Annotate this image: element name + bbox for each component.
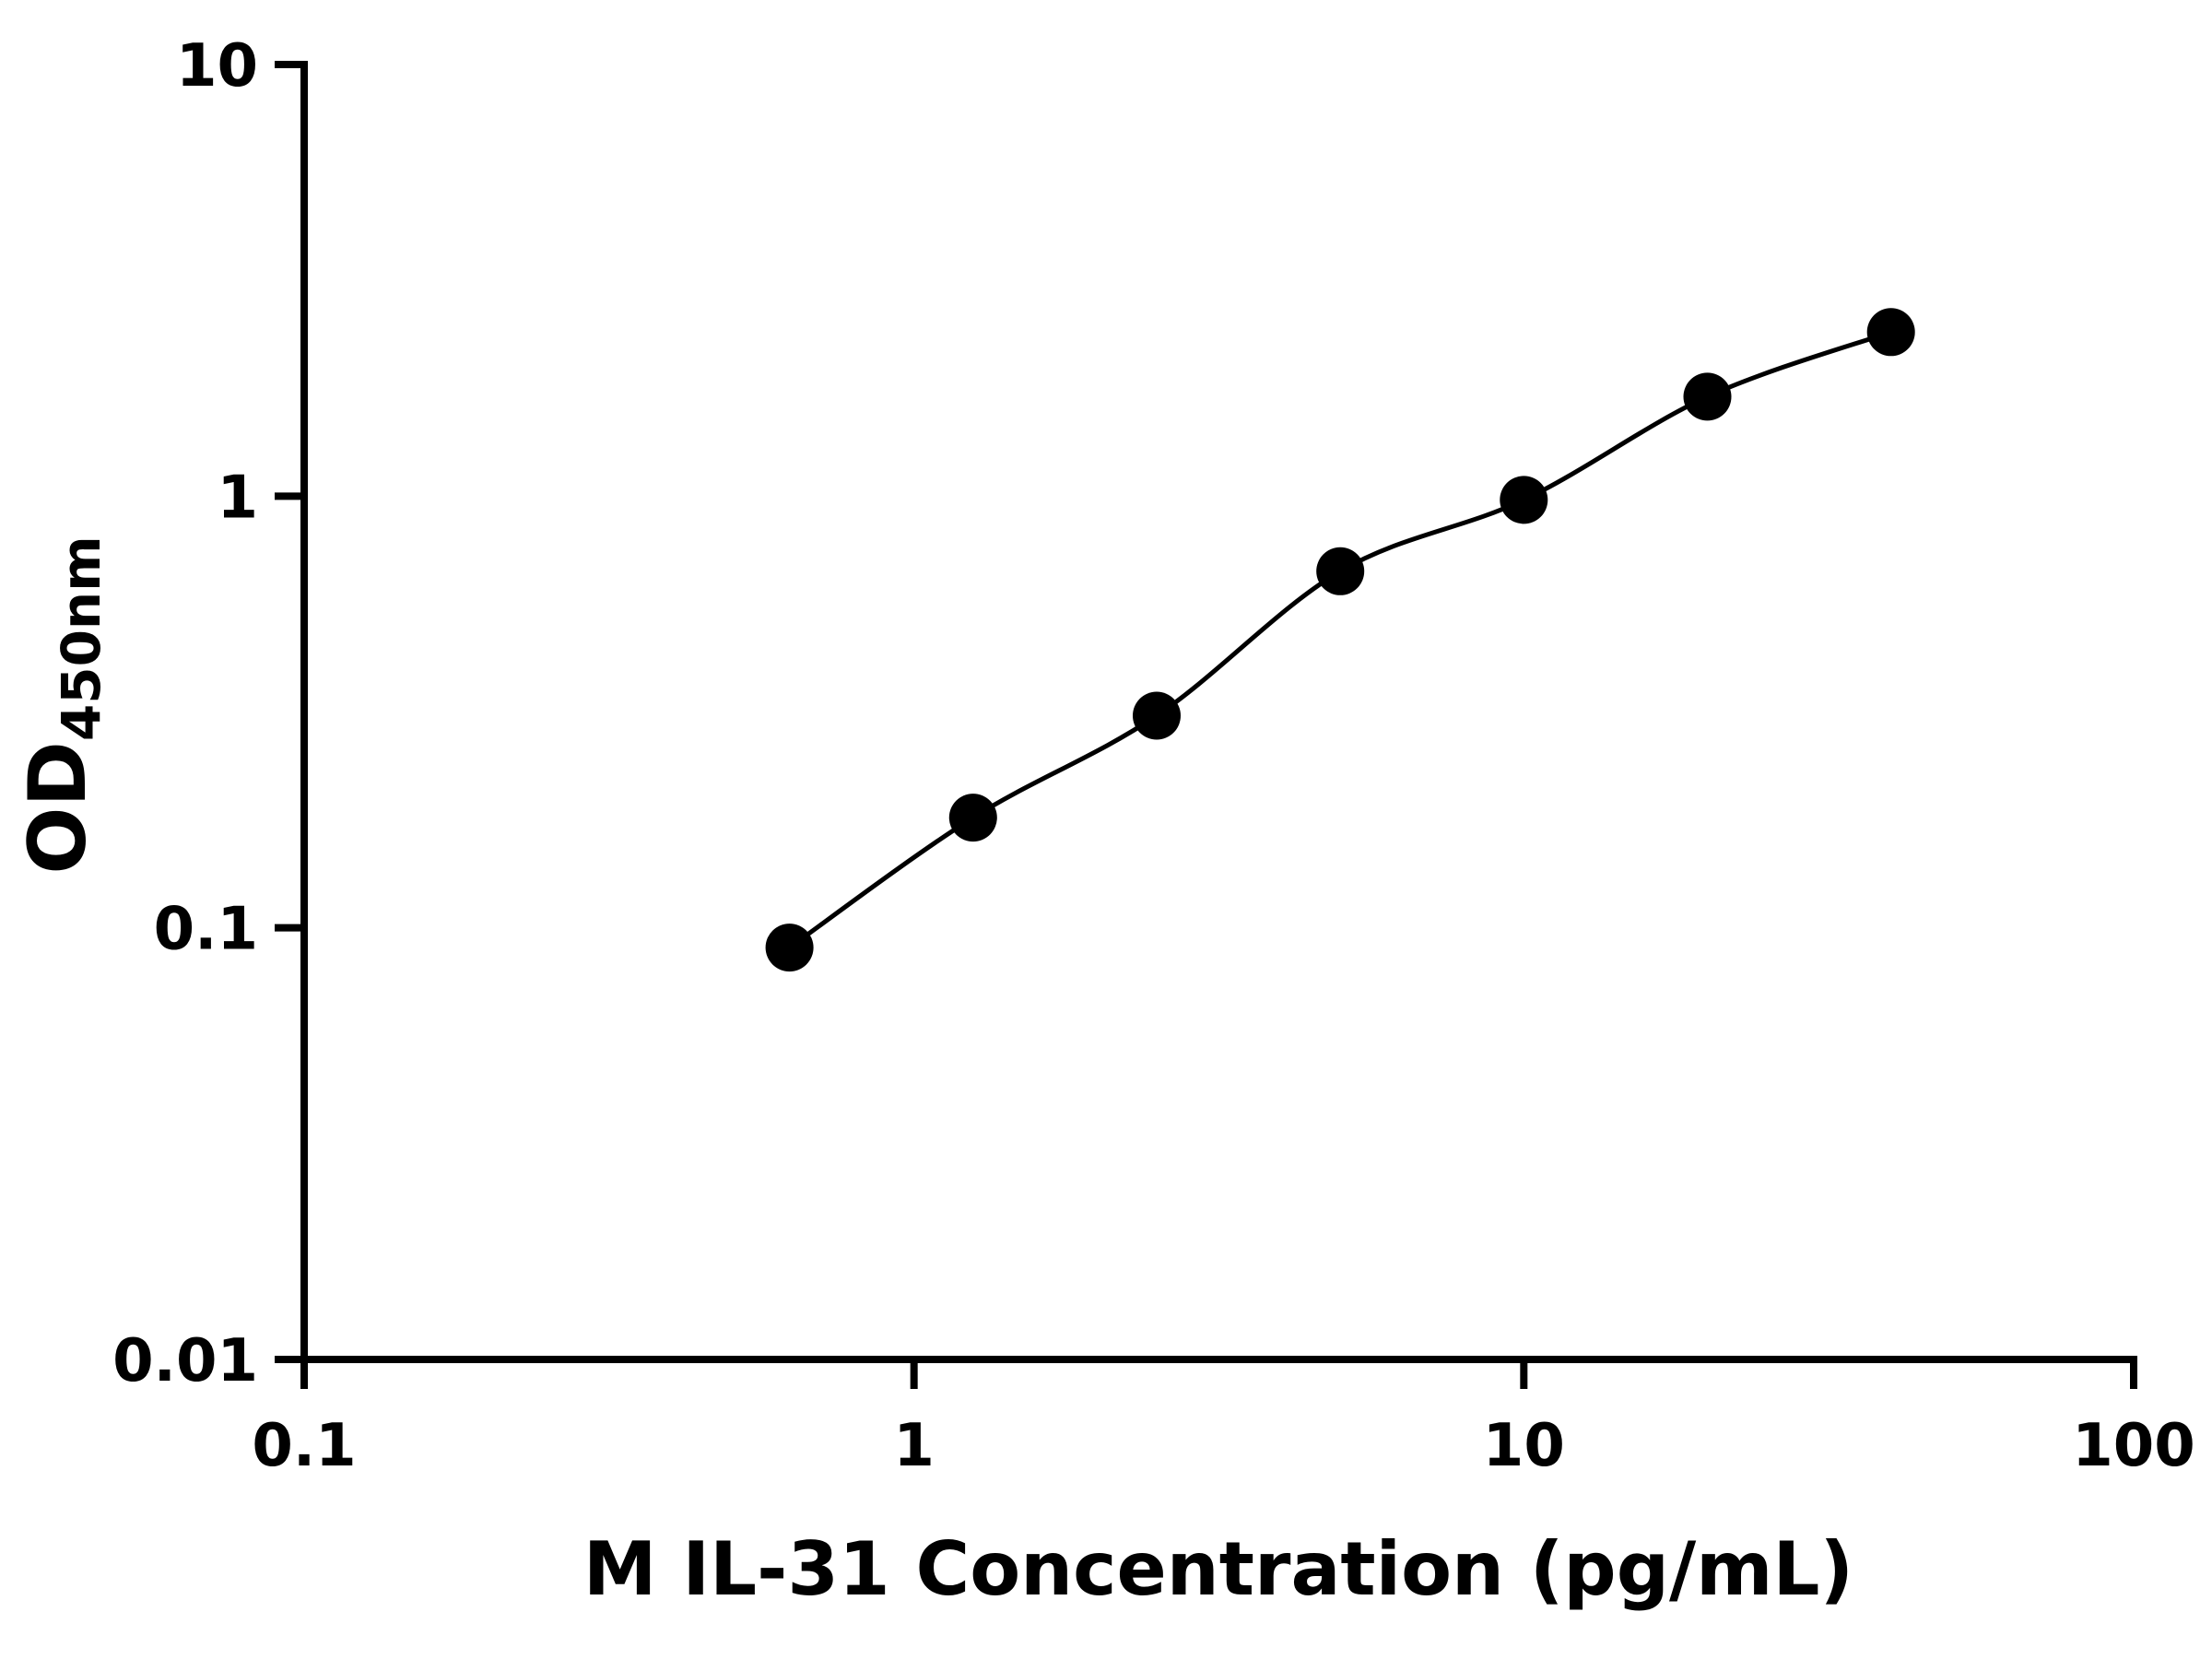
y-tick-label: 10 xyxy=(176,32,258,100)
data-point-marker xyxy=(1500,476,1548,524)
x-axis-title: M IL-31 Concentration (pg/mL) xyxy=(583,1526,1853,1612)
y-tick-label: 0.1 xyxy=(154,896,258,964)
x-tick-label: 0.1 xyxy=(252,1412,356,1480)
data-point-marker xyxy=(765,924,814,972)
y-axis-title-main: OD xyxy=(12,741,104,875)
y-axis-title: OD450nm xyxy=(12,535,112,874)
y-tick-label: 1 xyxy=(217,464,258,532)
data-point-marker xyxy=(1316,547,1365,595)
y-tick-label: 0.01 xyxy=(112,1327,258,1395)
standard-curve-line xyxy=(788,329,1892,950)
data-point-marker xyxy=(948,794,997,842)
x-tick-label: 10 xyxy=(1483,1412,1565,1480)
y-axis-title-sub: 450nm xyxy=(50,535,112,741)
data-point-marker xyxy=(1133,691,1181,740)
x-tick-label: 100 xyxy=(2072,1412,2195,1480)
x-tick-label: 1 xyxy=(893,1412,935,1480)
plot-layer: 0.1 1 10 100 0.01 0.1 1 10 xyxy=(112,32,2195,1480)
data-point-marker xyxy=(1683,372,1732,421)
data-point-marker xyxy=(1866,308,1915,357)
